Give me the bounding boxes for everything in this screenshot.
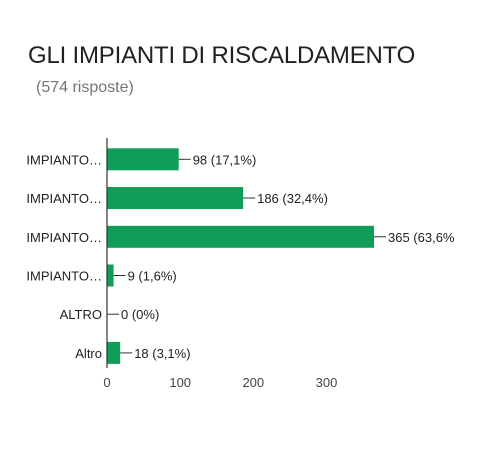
data-label-4: 0 (0%) xyxy=(121,307,159,322)
labels-group: IMPIANTO… 98 (17,1%) IMPIANTO… 186 (32,4%) I… xyxy=(26,152,455,390)
category-label-0: IMPIANTO… xyxy=(26,152,102,167)
data-label-0: 98 (17,1%) xyxy=(193,152,257,167)
axis-group xyxy=(106,138,386,368)
bar-2 xyxy=(107,225,374,248)
chart-subtitle: (574 risposte) xyxy=(36,79,134,96)
x-tick-label-3: 300 xyxy=(316,375,338,390)
data-label-3: 9 (1,6%) xyxy=(128,269,177,284)
category-label-2: IMPIANTO… xyxy=(26,230,102,245)
data-label-2: 365 (63,6% xyxy=(388,230,455,245)
bars-group xyxy=(107,148,374,364)
x-tick-label-2: 200 xyxy=(242,375,264,390)
bar-5 xyxy=(107,341,121,364)
category-label-1: IMPIANTO… xyxy=(26,191,102,206)
data-label-5: 18 (3,1%) xyxy=(134,346,190,361)
data-label-1: 186 (32,4%) xyxy=(257,191,328,206)
chart-title: GLI IMPIANTI DI RISCALDAMENTO xyxy=(28,42,416,69)
bar-1 xyxy=(107,187,244,209)
category-label-4: ALTRO xyxy=(60,307,102,322)
x-tick-label-0: 0 xyxy=(103,375,110,390)
x-tick-label-1: 100 xyxy=(169,375,191,390)
bar-0 xyxy=(107,148,179,171)
category-label-3: IMPIANTO… xyxy=(26,269,102,284)
category-label-5: Altro xyxy=(75,346,102,361)
bar-3 xyxy=(107,264,114,287)
